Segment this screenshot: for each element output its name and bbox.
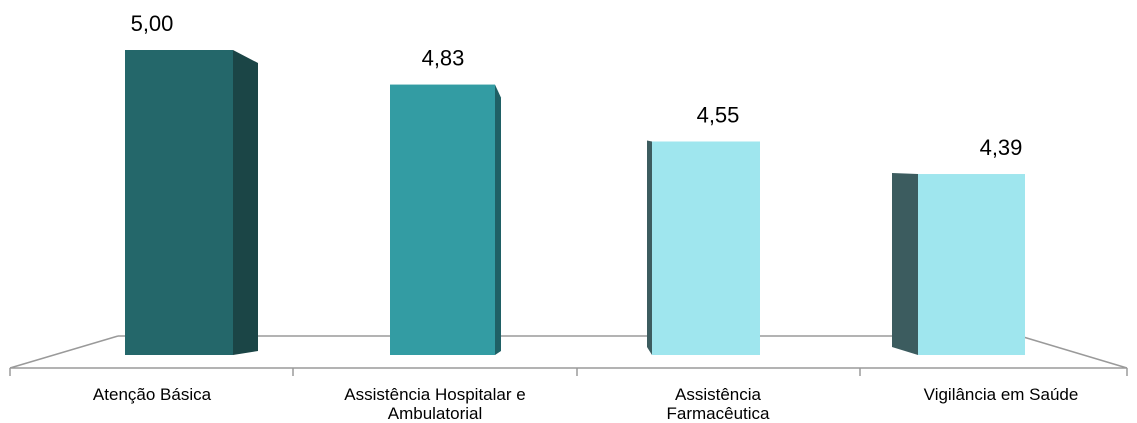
bar-value-label: 5,00	[131, 11, 174, 36]
bar	[652, 141, 760, 355]
x-tick-label: Vigilância em Saúde	[924, 385, 1079, 404]
category-labels-group: Atenção Básica Assistência Hospitalar eAm…	[93, 385, 1078, 423]
x-tick-label: Assistência Hospitalar e	[344, 385, 525, 404]
bars-group	[125, 50, 1025, 356]
floor-left-edge	[9, 335, 119, 369]
x-tick-label: Atenção Básica	[93, 385, 212, 404]
bar-side-face	[233, 50, 258, 355]
bar-side-face	[892, 173, 918, 355]
bar-side-face	[647, 140, 652, 355]
chart-floor	[9, 335, 1128, 376]
bar-value-label: 4,39	[980, 135, 1023, 160]
bar-value-label: 4,55	[697, 103, 740, 128]
x-tick-label: Assistência	[675, 385, 762, 404]
bar	[125, 50, 233, 355]
bar-side-face	[495, 84, 501, 356]
floor-right-edge	[1019, 335, 1128, 369]
bar	[390, 84, 495, 356]
bar	[918, 174, 1025, 355]
x-tick-label: Farmacêutica	[667, 404, 771, 423]
x-tick-label: Ambulatorial	[388, 404, 483, 423]
bar-value-label: 4,83	[422, 46, 465, 71]
value-labels-group: 5,00 4,83 4,55 4,39	[131, 11, 1023, 160]
